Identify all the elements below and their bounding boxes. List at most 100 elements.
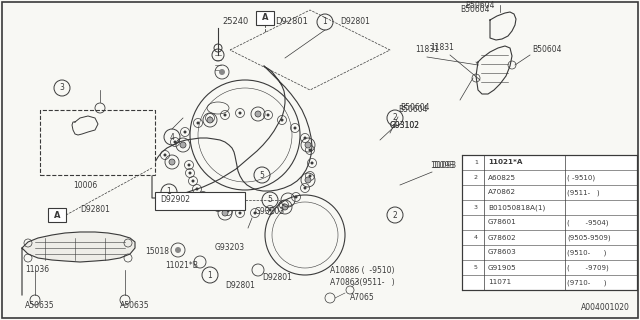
Text: 11036: 11036 — [25, 266, 49, 275]
Circle shape — [310, 162, 314, 164]
Circle shape — [308, 148, 312, 151]
Circle shape — [227, 210, 230, 212]
Circle shape — [308, 174, 312, 178]
Circle shape — [189, 172, 191, 174]
Text: 11071: 11071 — [488, 279, 511, 285]
Circle shape — [305, 142, 311, 148]
Circle shape — [191, 180, 195, 182]
Circle shape — [216, 205, 220, 209]
Text: B50604: B50604 — [465, 1, 495, 10]
Circle shape — [175, 247, 181, 253]
Text: G78602: G78602 — [488, 235, 516, 241]
Text: A50635: A50635 — [120, 300, 150, 309]
Circle shape — [305, 177, 311, 183]
Text: B50604: B50604 — [460, 5, 490, 14]
Text: 1: 1 — [166, 188, 172, 196]
Text: (       -9504): ( -9504) — [567, 219, 609, 226]
Circle shape — [303, 137, 307, 140]
Text: 11831: 11831 — [415, 45, 439, 54]
Text: G93203: G93203 — [215, 244, 245, 252]
Text: 4: 4 — [474, 235, 478, 240]
Text: 2: 2 — [392, 211, 397, 220]
Circle shape — [239, 111, 241, 115]
Text: A70862: A70862 — [488, 189, 516, 196]
Text: B50604: B50604 — [532, 45, 561, 54]
Text: D92801: D92801 — [80, 205, 110, 214]
Circle shape — [169, 159, 175, 165]
Text: B50604: B50604 — [398, 106, 428, 115]
Polygon shape — [22, 232, 135, 295]
Text: 11093: 11093 — [432, 161, 456, 170]
Text: (       -9709): ( -9709) — [567, 264, 609, 271]
Text: B50604: B50604 — [400, 103, 429, 113]
Text: 3: 3 — [60, 84, 65, 92]
Circle shape — [180, 142, 186, 148]
Text: D92801: D92801 — [340, 18, 370, 27]
Text: 11831: 11831 — [430, 44, 454, 52]
Text: D92801: D92801 — [275, 18, 308, 27]
Text: 4: 4 — [170, 132, 175, 141]
FancyBboxPatch shape — [256, 11, 274, 25]
Circle shape — [184, 131, 186, 133]
Text: G78603: G78603 — [488, 250, 516, 255]
Text: A60825: A60825 — [488, 174, 516, 180]
Text: 2: 2 — [392, 114, 397, 123]
Text: (9511-   ): (9511- ) — [567, 189, 600, 196]
Circle shape — [282, 204, 288, 210]
Circle shape — [222, 210, 228, 216]
Circle shape — [207, 117, 213, 123]
Text: D92902: D92902 — [160, 196, 190, 204]
Circle shape — [266, 114, 269, 116]
Text: G91905: G91905 — [488, 265, 516, 270]
Circle shape — [239, 212, 241, 214]
FancyBboxPatch shape — [40, 110, 155, 175]
FancyBboxPatch shape — [462, 155, 637, 290]
Text: A: A — [262, 13, 268, 22]
Text: A70863(9511-   ): A70863(9511- ) — [330, 277, 395, 286]
Text: A10886 (  -9510): A10886 ( -9510) — [330, 266, 394, 275]
Circle shape — [202, 195, 205, 197]
Text: 1: 1 — [474, 160, 478, 165]
Text: G93102: G93102 — [390, 121, 420, 130]
Text: 15018: 15018 — [145, 247, 169, 257]
FancyBboxPatch shape — [48, 208, 66, 222]
Circle shape — [253, 212, 257, 214]
Text: ( -9510): ( -9510) — [567, 174, 595, 181]
Circle shape — [280, 118, 284, 122]
Text: 11093: 11093 — [430, 161, 454, 170]
Text: 3: 3 — [474, 205, 478, 210]
Circle shape — [294, 196, 298, 198]
Text: A004001020: A004001020 — [581, 303, 630, 312]
Text: A50635: A50635 — [25, 300, 54, 309]
Text: 1: 1 — [207, 270, 212, 279]
Circle shape — [255, 111, 261, 117]
Text: 1: 1 — [323, 18, 328, 27]
Text: 25240: 25240 — [222, 18, 248, 27]
Circle shape — [163, 154, 166, 156]
Circle shape — [219, 69, 225, 75]
Text: D92801: D92801 — [262, 274, 292, 283]
Circle shape — [269, 209, 271, 212]
Text: (9510-      ): (9510- ) — [567, 249, 606, 256]
Circle shape — [223, 114, 227, 116]
Text: 11021*B: 11021*B — [165, 260, 198, 269]
Circle shape — [188, 164, 191, 166]
Text: (9710-      ): (9710- ) — [567, 279, 607, 286]
Text: A7065: A7065 — [350, 293, 375, 302]
Text: 11021*A: 11021*A — [488, 159, 522, 165]
Text: D92801: D92801 — [225, 281, 255, 290]
Text: 10006: 10006 — [73, 180, 97, 189]
Text: 5: 5 — [474, 265, 478, 270]
Circle shape — [303, 187, 307, 189]
Circle shape — [294, 126, 296, 130]
Circle shape — [195, 188, 198, 190]
Text: G93203: G93203 — [255, 207, 285, 217]
Circle shape — [282, 204, 285, 206]
Circle shape — [209, 116, 211, 119]
Circle shape — [173, 140, 177, 143]
Text: 5: 5 — [268, 196, 273, 204]
Circle shape — [209, 201, 211, 204]
Text: G93102: G93102 — [390, 121, 420, 130]
Text: 2: 2 — [474, 175, 478, 180]
Text: B01050818A(1): B01050818A(1) — [488, 204, 545, 211]
